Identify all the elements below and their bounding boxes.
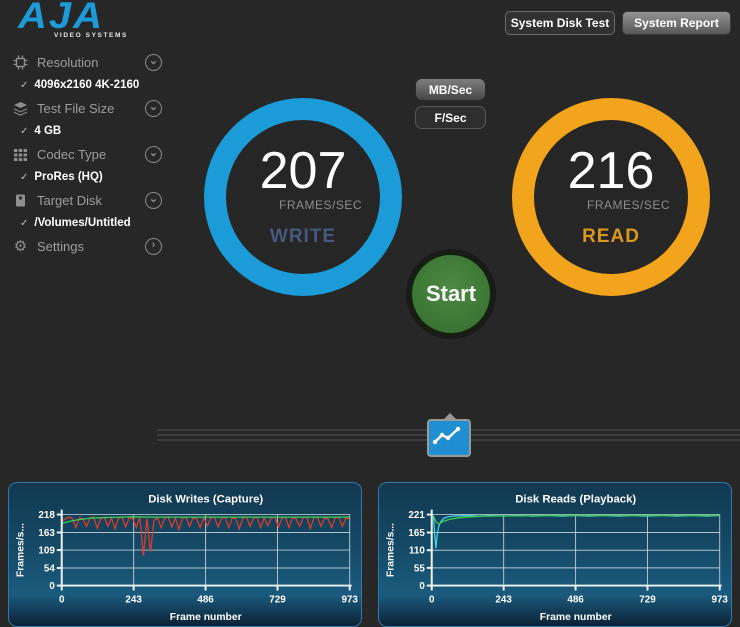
target-disk-value-text: /Volumes/Untitled	[34, 217, 131, 229]
x-tick-label: 729	[639, 594, 656, 605]
mbsec-label: MB/Sec	[428, 82, 473, 97]
x-tick-label: 243	[495, 594, 512, 605]
y-tick-label: 165	[408, 528, 425, 539]
line-chart-icon	[432, 426, 461, 445]
series-read-average	[431, 514, 720, 525]
target-disk-selected-value: ✓ /Volumes/Untitled	[12, 212, 162, 234]
chevron-down-icon: ⌄	[145, 191, 162, 209]
sidebar-item-label: Codec Type	[37, 146, 107, 162]
chart-title: Disk Reads (Playback)	[515, 494, 636, 506]
chevron-down-icon: ⌄	[145, 99, 162, 117]
read-speed-dial: 216 FRAMES/SEC READ	[512, 98, 710, 296]
sidebar-item-label: Target Disk	[37, 192, 103, 208]
codec-type-value-text: ProRes (HQ)	[34, 171, 103, 183]
y-tick-label: 163	[38, 528, 55, 539]
chevron-down-icon: ⌄	[145, 53, 162, 71]
sidebar-item-label: Resolution	[37, 54, 99, 70]
x-tick-label: 486	[567, 594, 584, 605]
x-tick-label: 0	[59, 594, 65, 605]
resolution-value-text: 4096x2160 4K-2160	[34, 79, 140, 91]
x-tick-label: 0	[429, 594, 435, 605]
x-tick-label: 729	[269, 594, 286, 605]
resolution-selected-value: ✓ 4096x2160 4K-2160	[12, 74, 162, 96]
chart-toggle-notch	[444, 413, 456, 419]
sidebar-item-test-file-size[interactable]: Test File Size ⌄	[12, 96, 162, 120]
y-tick-label: 0	[49, 581, 55, 592]
sidebar: Resolution ⌄ ✓ 4096x2160 4K-2160 Test Fi…	[12, 50, 162, 258]
start-button-label: Start	[425, 281, 477, 306]
chip-icon	[12, 54, 29, 71]
y-tick-label: 55	[414, 563, 425, 574]
system-disk-test-button[interactable]: System Disk Test	[505, 11, 615, 35]
sidebar-item-label: Settings	[37, 238, 84, 254]
chevron-right-icon: ›	[145, 237, 162, 255]
check-icon: ✓	[20, 125, 29, 137]
aja-logo: AJA VIDEO SYSTEMS	[18, 0, 148, 46]
x-tick-label: 973	[341, 594, 358, 605]
x-tick-label: 973	[711, 594, 728, 605]
check-icon: ✓	[20, 217, 29, 229]
system-report-label: System Report	[634, 16, 719, 30]
y-tick-label: 218	[38, 510, 55, 521]
sidebar-item-codec-type[interactable]: Codec Type ⌄	[12, 142, 162, 166]
mbsec-toggle-button[interactable]: MB/Sec	[415, 78, 486, 101]
sidebar-item-target-disk[interactable]: Target Disk ⌄	[12, 188, 162, 212]
gear-icon: ⚙	[13, 238, 28, 255]
write-dial-label: WRITE	[269, 226, 337, 247]
check-icon: ✓	[20, 171, 29, 183]
aja-logo-subtext: VIDEO SYSTEMS	[54, 32, 128, 39]
grid-icon	[12, 146, 29, 163]
read-speed-value: 216	[567, 142, 655, 200]
y-tick-label: 54	[44, 563, 55, 574]
sidebar-item-resolution[interactable]: Resolution ⌄	[12, 50, 162, 74]
y-tick-label: 0	[419, 581, 425, 592]
x-tick-label: 243	[125, 594, 142, 605]
test-file-size-value-text: 4 GB	[34, 125, 62, 137]
disk-writes-chart: 0 54 109 163 218 0 243 486 729 973 Disk Writes (Ca…	[15, 494, 358, 623]
y-tick-label: 109	[38, 546, 55, 557]
series-write-rate	[61, 515, 350, 556]
chart-view-toggle-button[interactable]	[427, 413, 471, 457]
fsec-toggle-button[interactable]: F/Sec	[415, 106, 486, 129]
codec-type-selected-value: ✓ ProRes (HQ)	[12, 166, 162, 188]
test-file-size-selected-value: ✓ 4 GB	[12, 120, 162, 142]
disk-reads-chart-panel: 0 55 110 165 221 0 243 486 729 973 Disk Reads (Pla…	[378, 482, 732, 627]
x-axis-label: Frame number	[170, 612, 242, 623]
disk-writes-chart-panel: 0 54 109 163 218 0 243 486 729 973 Disk Writes (Ca…	[8, 482, 362, 627]
fsec-label: F/Sec	[434, 110, 467, 125]
x-tick-label: 486	[197, 594, 214, 605]
system-disk-test-label: System Disk Test	[510, 16, 610, 30]
check-icon: ✓	[20, 79, 29, 91]
system-report-button[interactable]: System Report	[622, 11, 731, 35]
x-axis-label: Frame number	[540, 612, 612, 623]
y-axis-label: Frames/s...	[385, 523, 396, 577]
start-button[interactable]: Start	[409, 252, 493, 336]
sidebar-item-label: Test File Size	[37, 100, 115, 116]
read-speed-unit: FRAMES/SEC	[586, 198, 670, 212]
write-speed-unit: FRAMES/SEC	[278, 198, 362, 212]
y-tick-label: 110	[409, 546, 425, 557]
chevron-down-icon: ⌄	[145, 145, 162, 163]
y-tick-label: 221	[408, 510, 425, 521]
aja-logo-text: AJA	[18, 0, 105, 37]
write-speed-dial: 207 FRAMES/SEC WRITE	[204, 98, 402, 296]
drive-icon	[12, 192, 29, 209]
sidebar-item-settings[interactable]: ⚙ Settings ›	[12, 234, 162, 258]
chart-title: Disk Writes (Capture)	[148, 494, 263, 506]
write-speed-value: 207	[259, 142, 347, 200]
disk-reads-chart: 0 55 110 165 221 0 243 486 729 973 Disk Reads (Pla…	[385, 494, 728, 623]
read-dial-label: READ	[582, 226, 640, 247]
series-write-average	[61, 516, 350, 525]
y-axis-label: Frames/s...	[15, 523, 26, 577]
layers-icon	[12, 100, 29, 117]
